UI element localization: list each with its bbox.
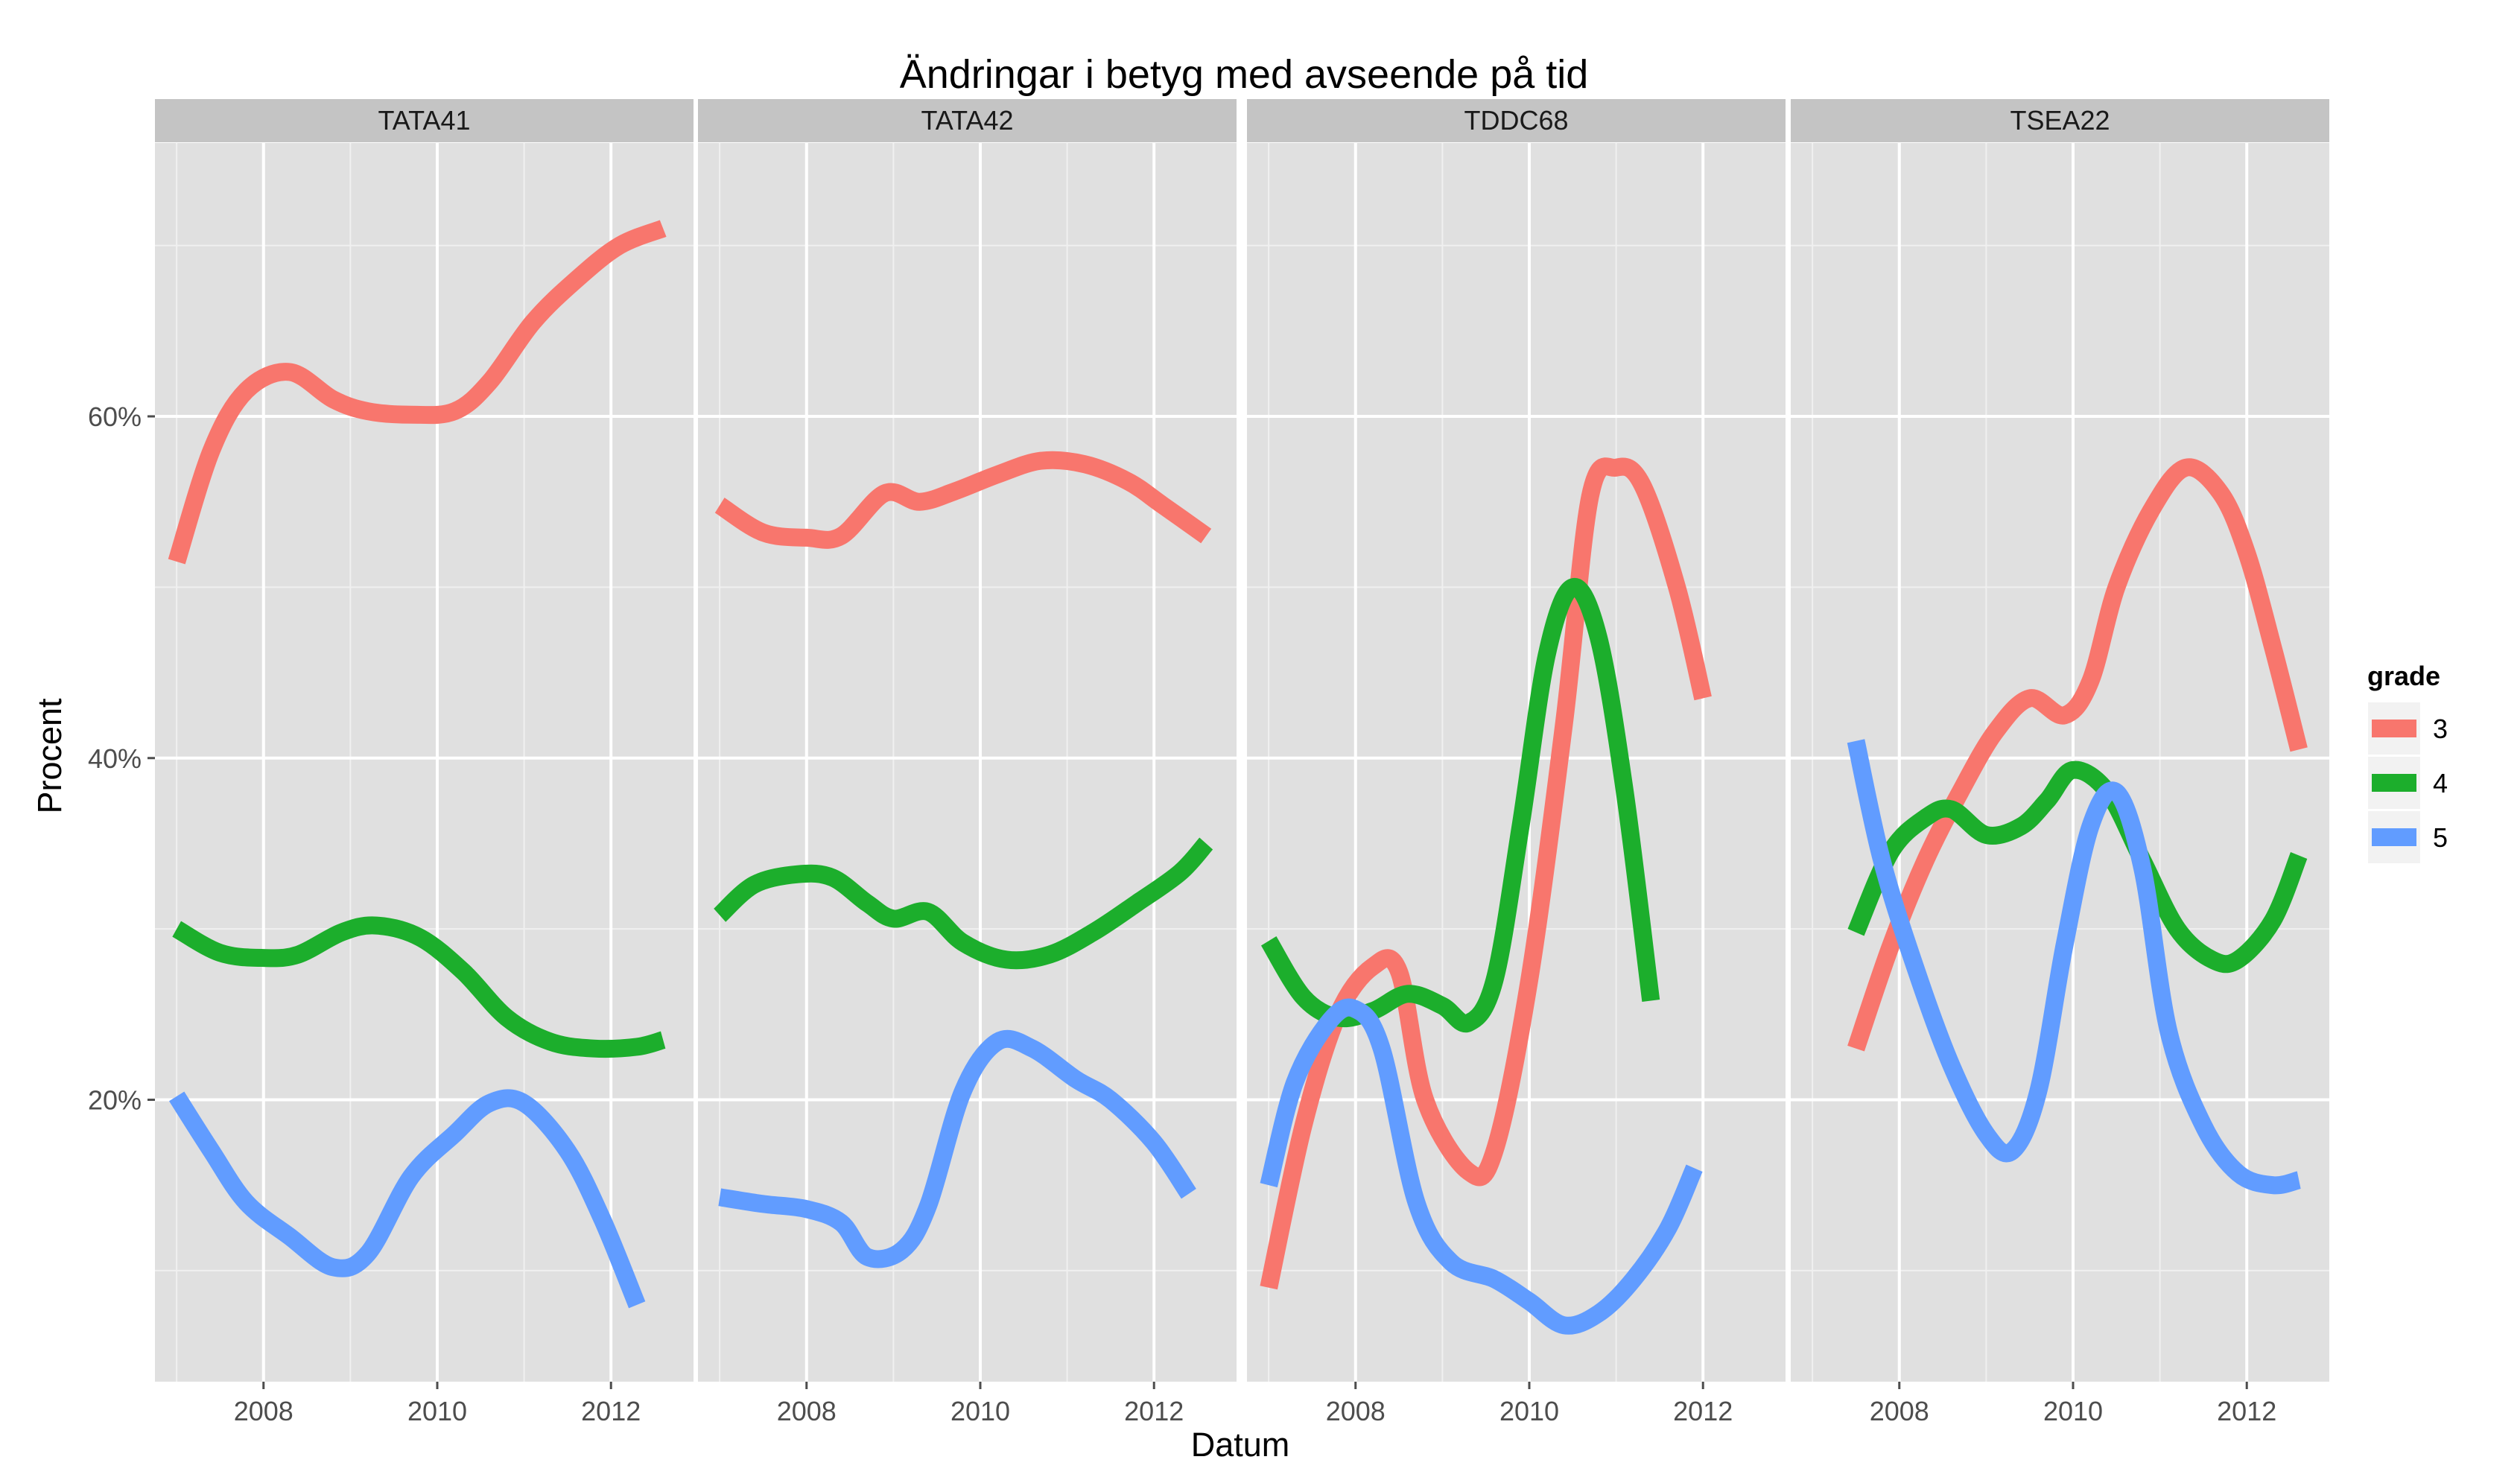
series-line-grade-5-tddc68 — [1260, 998, 1703, 1335]
series-line-grade-4-tata41 — [172, 916, 666, 1058]
x-tick-label: 2008 — [234, 1396, 293, 1426]
facet-panel-tata42: TATA42 — [698, 99, 1237, 1382]
panel-background — [155, 143, 694, 1382]
legend-title: grade — [2367, 661, 2440, 691]
facet-strip — [155, 99, 694, 142]
facet-panel-tata41: TATA41 — [155, 99, 694, 1382]
x-tick-label: 2008 — [1870, 1396, 1929, 1426]
facet-panel-tsea22: TSEA22 — [1791, 99, 2329, 1382]
series-line-grade-5-tata42 — [718, 1029, 1196, 1268]
x-tick-label: 2010 — [950, 1396, 1010, 1426]
facet-strip-label: TSEA22 — [2010, 105, 2110, 136]
y-tick-label: 20% — [88, 1085, 142, 1116]
chart-title: Ändringar i betyg med avseende på tid — [900, 52, 1589, 97]
x-tick-label: 2012 — [581, 1396, 641, 1426]
x-tick-labels: 2008 2010 2012 2008 2010 2012 2008 2010 2012 2008… — [234, 1382, 2276, 1426]
series-line-grade-4-tsea22 — [1847, 760, 2308, 974]
legend-label-grade-3: 3 — [2433, 714, 2448, 744]
legend-label-grade-5: 5 — [2433, 822, 2448, 853]
x-tick-label: 2010 — [407, 1396, 467, 1426]
series-line-grade-3-tata42 — [714, 451, 1212, 549]
y-tick-label: 60% — [88, 401, 142, 432]
facet-strip-label: TATA41 — [378, 105, 470, 136]
x-tick-label: 2010 — [1499, 1396, 1559, 1426]
facet-strip — [698, 99, 1237, 142]
x-tick-label: 2008 — [777, 1396, 837, 1426]
x-tick-label: 2008 — [1326, 1396, 1386, 1426]
panel-background — [698, 143, 1237, 1382]
y-axis-title: Procent — [31, 698, 69, 814]
facet-strip — [1791, 99, 2329, 142]
x-tick-label: 2010 — [2043, 1396, 2103, 1426]
facet-strip — [1247, 99, 1786, 142]
series-line-grade-3-tata41 — [168, 220, 667, 565]
y-tick-label: 40% — [88, 743, 142, 774]
panel-background — [1247, 143, 1786, 1382]
series-line-grade-5-tata41 — [169, 1089, 646, 1309]
legend-label-grade-4: 4 — [2433, 768, 2448, 798]
series-line-grade-5-tsea22 — [1847, 739, 2302, 1195]
x-tick-label: 2012 — [1673, 1396, 1733, 1426]
facet-strip-label: TDDC68 — [1464, 105, 1568, 136]
facet-panel-tddc68: TDDC68 — [1247, 99, 1786, 1382]
x-axis-title: Datum — [1191, 1426, 1290, 1464]
series-line-grade-3-tsea22 — [1847, 458, 2308, 1052]
facet-strip-label: TATA42 — [921, 105, 1013, 136]
x-tick-label: 2012 — [1124, 1396, 1184, 1426]
x-tick-label: 2012 — [2217, 1396, 2276, 1426]
legend: grade 3 4 5 — [2367, 661, 2448, 865]
panels: TATA41 TATA42 TDDC68 TSEA22 — [155, 99, 2329, 1382]
series-line-grade-4-tata42 — [713, 837, 1213, 970]
panel-background — [1791, 143, 2329, 1382]
y-tick-labels: 20% 40% 60% — [88, 401, 155, 1116]
